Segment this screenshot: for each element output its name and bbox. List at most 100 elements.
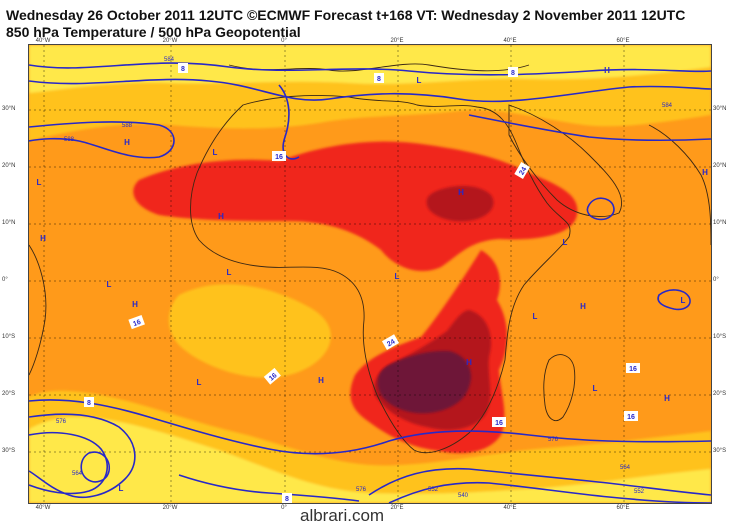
- low-pressure-marker: L: [119, 484, 124, 493]
- lat-label-right: 10°N: [713, 220, 727, 226]
- lon-label-top: 0°: [281, 38, 287, 44]
- lon-label-top: 20°E: [390, 38, 404, 44]
- weather-map: 16 24 24 16 16 16 16 16 8 8 8 8 8 588 58…: [28, 44, 712, 504]
- lon-label-bottom: 0°: [281, 505, 287, 511]
- high-pressure-marker: H: [466, 358, 472, 367]
- low-pressure-marker: L: [395, 272, 400, 281]
- contour-value-label: 564: [620, 465, 631, 471]
- high-pressure-marker: H: [458, 188, 464, 197]
- high-pressure-marker: H: [40, 234, 46, 243]
- south-america-coastline: [29, 244, 47, 376]
- coastline-outline: [29, 63, 711, 454]
- contour-value-label: 576: [56, 419, 67, 425]
- geopotential-contour: [468, 114, 711, 142]
- contour-value-label: 576: [356, 487, 367, 493]
- high-pressure-marker: H: [580, 302, 586, 311]
- temperature-field: [29, 45, 711, 503]
- lon-label-bottom: 20°E: [390, 505, 404, 511]
- high-pressure-marker: H: [604, 66, 610, 75]
- geopotential-contour: [29, 431, 109, 495]
- temperature-labels: 16 24 24 16 16 16 16 16 8 8 8 8 8: [84, 63, 640, 503]
- madagascar-coastline: [543, 354, 576, 421]
- lon-label-top: 40°E: [503, 38, 517, 44]
- lat-label-right: 10°S: [713, 334, 727, 340]
- lat-label-right: 30°S: [713, 448, 727, 454]
- low-pressure-marker: L: [563, 238, 568, 247]
- low-pressure-marker: L: [533, 312, 538, 321]
- geopotential-contour: [388, 481, 711, 503]
- contour-value-label: 588: [122, 123, 133, 129]
- isotherm-label: 8: [181, 66, 185, 73]
- contour-value-label: 552: [634, 489, 645, 495]
- contour-value-label: 552: [428, 487, 439, 493]
- temp-band-max-south: [377, 350, 471, 414]
- low-pressure-marker: L: [417, 76, 422, 85]
- low-pressure-marker: L: [593, 384, 598, 393]
- contour-value-label: 584: [662, 103, 673, 109]
- high-pressure-marker: H: [664, 394, 670, 403]
- isotherm-label: 24: [518, 166, 528, 176]
- high-pressure-marker: H: [318, 376, 324, 385]
- isotherm-label: 16: [495, 420, 503, 427]
- lon-label-bottom: 20°W: [162, 505, 178, 511]
- low-pressure-marker: L: [197, 378, 202, 387]
- lat-label-left: 20°S: [2, 391, 16, 397]
- lon-label-top: 60°E: [616, 38, 630, 44]
- low-pressure-marker: L: [227, 268, 232, 277]
- temp-band-mild-atlantic: [168, 284, 331, 378]
- lat-label-left: 30°S: [2, 448, 16, 454]
- high-pressure-marker: H: [702, 168, 708, 177]
- geopotential-contour: [29, 78, 711, 103]
- low-pressure-marker: L: [107, 280, 112, 289]
- lat-label-left: 10°S: [2, 334, 16, 340]
- low-pressure-marker: L: [681, 296, 686, 305]
- lat-label-right: 20°N: [713, 163, 727, 169]
- geopotential-contour: [29, 62, 711, 76]
- high-pressure-marker: H: [132, 300, 138, 309]
- lat-label-left: 30°N: [2, 106, 16, 112]
- geopotential-contour: [29, 399, 711, 455]
- lat-label-right: 20°S: [713, 391, 727, 397]
- isotherm-label: 16: [268, 372, 279, 382]
- isotherm-label: 8: [285, 496, 289, 503]
- isotherm-label: 16: [275, 154, 283, 161]
- isotherm-label: 16: [132, 319, 142, 328]
- lon-label-top: 20°W: [162, 38, 178, 44]
- geopotential-contour: [278, 84, 300, 160]
- temp-band-hot-sahara: [133, 141, 578, 271]
- isotherm-label: 16: [629, 366, 637, 373]
- geopotential-labels: 588 584 588 576 576 584 540 552 564 576 …: [56, 57, 673, 499]
- graticule: [29, 45, 711, 503]
- pressure-centers: H H H H H H H H H H H L L L L L L L L L …: [37, 66, 709, 493]
- temp-band-extreme-sahara: [426, 185, 494, 222]
- geopotential-contour: [586, 197, 615, 221]
- lon-label-bottom: 40°W: [35, 505, 51, 511]
- lat-label-right: 0°: [713, 277, 719, 283]
- contour-value-label: 584: [164, 57, 175, 63]
- low-pressure-marker: L: [37, 178, 42, 187]
- isotherm-label: 8: [87, 400, 91, 407]
- high-pressure-marker: H: [218, 212, 224, 221]
- lat-label-right: 30°N: [713, 106, 727, 112]
- geopotential-contour: [657, 289, 691, 311]
- lon-label-bottom: 60°E: [616, 505, 630, 511]
- geopotential-contour: [178, 474, 360, 502]
- contour-value-label: 588: [64, 137, 75, 143]
- geopotential-contours: [29, 62, 711, 503]
- map-title: Wednesday 26 October 2011 12UTC ©ECMWF F…: [6, 7, 686, 23]
- lat-label-left: 20°N: [2, 163, 16, 169]
- geopotential-contour: [368, 467, 711, 496]
- watermark: albrari.com: [300, 506, 385, 525]
- arabia-coastline: [508, 104, 623, 217]
- map-subtitle: 850 hPa Temperature / 500 hPa Geopotenti…: [6, 24, 301, 40]
- contour-value-label: 564: [72, 471, 83, 477]
- isotherm-label: 8: [377, 76, 381, 83]
- lat-label-left: 10°N: [2, 220, 16, 226]
- high-pressure-marker: H: [124, 138, 130, 147]
- contour-value-label: 540: [458, 493, 469, 499]
- geopotential-contour: [29, 413, 136, 499]
- isotherm-label: 8: [511, 70, 515, 77]
- low-pressure-marker: L: [213, 148, 218, 157]
- india-coastline: [648, 124, 711, 246]
- africa-coastline: [190, 94, 571, 454]
